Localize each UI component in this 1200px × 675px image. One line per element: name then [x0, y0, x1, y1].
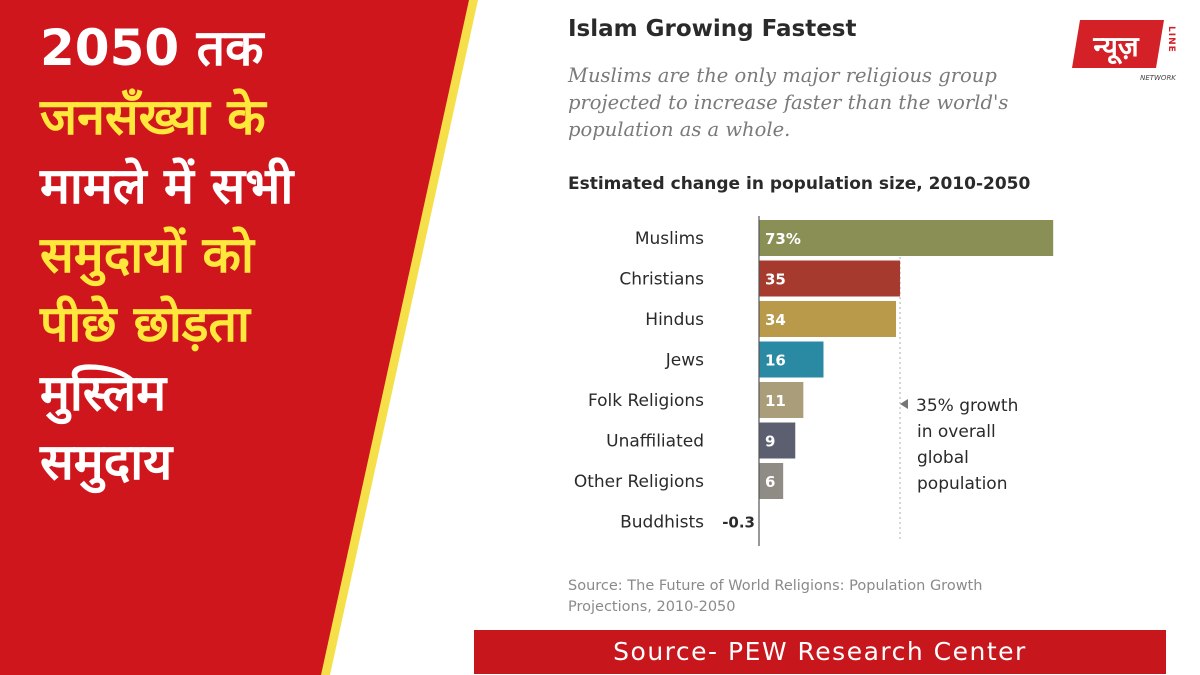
news-line-logo: न्यूज़ LINE NETWORK [1072, 20, 1177, 82]
headline-line-7: समुदाय [40, 433, 173, 491]
headline-line-2: जनसँख्या के [40, 88, 266, 146]
bar-value-label: -0.3 [722, 514, 755, 532]
bar [759, 260, 901, 297]
category-label: Buddhists [620, 513, 704, 533]
category-label: Muslims [635, 229, 704, 249]
headline-line-3: मामले में सभी [40, 157, 294, 215]
bar-value-label: 35 [765, 271, 786, 289]
annotation-text-line: global [917, 448, 969, 468]
bar [759, 341, 824, 378]
category-label: Jews [665, 351, 704, 371]
bar-value-label: 16 [765, 352, 786, 370]
logo-badge-shape [1072, 20, 1164, 68]
headline-line-1: 2050 तक [40, 19, 264, 77]
bar-value-label: 9 [765, 433, 775, 451]
logo-text: न्यूज़ [1092, 30, 1140, 65]
bar [759, 463, 784, 499]
headline-line-5: पीछे छोड़ता [40, 295, 251, 353]
annotation-text-line: 35% growth [916, 396, 1018, 416]
bar-plot: 73% Muslims 35 Christians 34 Hindus 16 Jews 11 Fo… [574, 216, 1054, 546]
logo-sub-text: NETWORK [1140, 74, 1177, 82]
bar [759, 301, 897, 337]
category-label: Unaffiliated [606, 432, 704, 452]
headline-text: 2050 तक जनसँख्या के मामले में सभी समुदाय… [40, 14, 460, 497]
category-label: Hindus [645, 310, 704, 330]
bar-value-label: 73% [765, 230, 801, 248]
logo-side-text: LINE [1166, 26, 1176, 53]
category-label: Christians [619, 270, 704, 290]
bar-value-label: 6 [765, 473, 775, 491]
headline-line-6: मुस्लिम [40, 364, 167, 422]
headline-line-4: समुदायों को [40, 226, 254, 284]
annotation-arrow [900, 399, 908, 409]
chart-title: Islam Growing Fastest [568, 16, 857, 42]
category-label: Folk Religions [588, 391, 704, 411]
bar [759, 422, 796, 459]
population-chart: Islam Growing Fastest Muslims are the on… [540, 0, 1100, 630]
bar-value-label: 34 [765, 311, 786, 329]
bar-value-label: 11 [765, 392, 786, 410]
bar [759, 220, 1054, 256]
chart-source: Source: The Future of World Religions: P… [568, 578, 983, 615]
annotation-text-line: in overall [917, 422, 996, 442]
bar [759, 382, 804, 418]
chart-subtitle: Muslims are the only major religious gro… [568, 64, 1009, 141]
source-banner: Source- PEW Research Center [474, 630, 1166, 674]
chart-axis-title: Estimated change in population size, 201… [568, 174, 1031, 194]
category-label: Other Religions [574, 472, 704, 492]
annotation-text-line: population [917, 474, 1007, 494]
